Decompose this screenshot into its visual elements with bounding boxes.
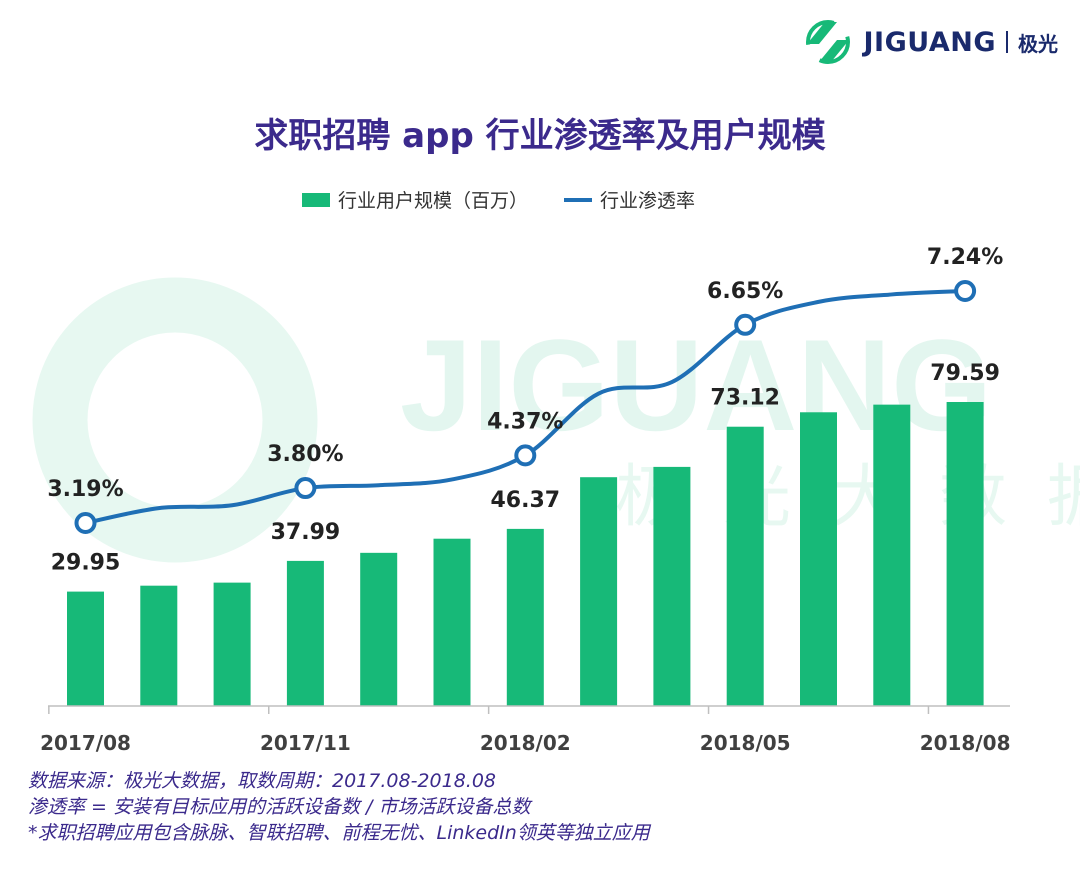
x-tick-label: 2018/02 [480,731,571,755]
bar-data-label: 29.95 [51,551,121,576]
line-marker [74,512,97,534]
line-marker [294,477,317,500]
line-data-label: 3.19% [47,477,123,502]
note-source: 数据来源：极光大数据，取数周期：2017.08-2018.08 [28,770,496,792]
line-data-label: 6.65% [707,279,783,304]
bar [140,585,178,706]
brand-name: JIGUANG [863,26,996,58]
x-tick-label: 2017/08 [40,731,131,755]
legend-item-bar: 行业用户规模（百万） [302,186,528,213]
watermark: JIGUANG极光大数据 [32,277,1080,563]
bar-data-label: 37.99 [271,520,341,545]
data-labels: 3.19% 3.80% 4.37% 6.65% 7.24% 29.95 37.99 46.37… [47,245,1003,576]
line-data-label: 7.24% [927,245,1003,270]
line-marker [954,280,977,302]
bar [433,538,471,706]
line-series [74,280,977,534]
bar-series [67,402,984,706]
chart-title: 求职招聘 app 行业渗透率及用户规模 [254,116,826,156]
brand-name-cn: 极光 [1018,31,1058,56]
line-marker [514,444,537,467]
bar [213,582,251,706]
legend-bar-swatch [302,192,330,207]
bar [67,591,104,706]
note-definition: 渗透率 = 安装有目标应用的活跃设备数 / 市场活跃设备总数 [28,796,531,818]
bar [286,560,324,706]
bar [800,412,837,706]
legend-item-line: 行业渗透率 [564,186,695,213]
legend-line-swatch [564,197,593,202]
bar [580,477,618,706]
bar [873,404,911,706]
watermark-text-cn: 极光大数据 [615,458,1080,537]
bar-data-label: 79.59 [930,361,1000,386]
bar-data-label: 46.37 [491,488,561,513]
brand-logo: JIGUANG 极光 [803,18,1058,66]
legend-line-label: 行业渗透率 [600,190,696,212]
x-tick-label: 2018/05 [700,731,791,755]
note-scope: *求职招聘应用包含脉脉、智联招聘、前程无忧、LinkedIn领英等独立应用 [28,822,650,844]
watermark-logo-icon [32,277,318,563]
bar [360,552,398,706]
bar [653,466,691,706]
x-tick-label: 2018/08 [920,731,1011,755]
bar [506,528,544,706]
footnotes: 数据来源：极光大数据，取数周期：2017.08-2018.08 渗透率 = 安装… [28,768,650,846]
line-data-label: 3.80% [267,442,343,467]
jiguang-logo-icon [806,20,851,64]
bar-data-label: 73.12 [710,386,780,411]
line-marker [734,313,757,336]
chart-legend: 行业用户规模（百万） 行业渗透率 [302,186,731,213]
logo-divider [1006,31,1008,53]
line-data-label: 4.37% [487,409,563,434]
x-axis: 2017/08 2017/11 2018/02 2018/05 2018/08 [40,705,1011,755]
legend-bar-label: 行业用户规模（百万） [338,190,529,212]
bar [946,402,984,706]
bar [726,426,764,706]
x-tick-label: 2017/11 [260,731,351,755]
